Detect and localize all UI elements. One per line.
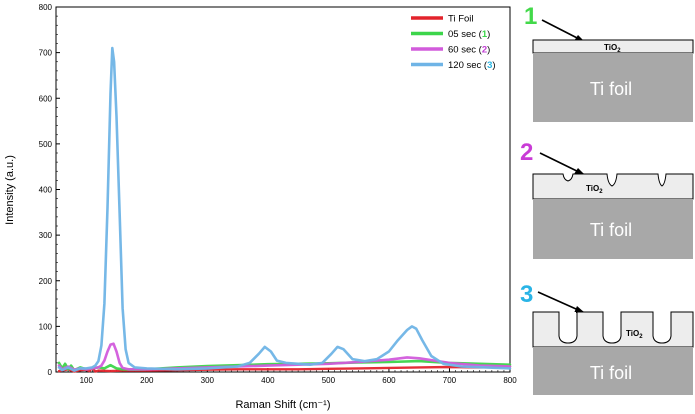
x-tick-label: 400 xyxy=(261,376,275,385)
step-2-tio2-label: TiO2 xyxy=(586,184,603,195)
step-3-ti-foil xyxy=(533,347,693,395)
x-tick-label: 800 xyxy=(503,376,517,385)
x-tick-label: 500 xyxy=(322,376,336,385)
step-3-tio2-layer xyxy=(532,311,694,348)
y-tick-label: 200 xyxy=(39,277,53,286)
x-tick-label: 300 xyxy=(201,376,215,385)
step-3-number: 3 xyxy=(520,281,533,308)
y-tick-label: 300 xyxy=(39,231,53,240)
step-3-tio2-subscript: 2 xyxy=(639,334,643,340)
step-2-tio2-text: TiO xyxy=(586,184,599,193)
legend-paren-open: ( xyxy=(476,45,483,56)
legend-entry-3: 60 sec (2) xyxy=(448,45,490,56)
y-tick-label: 400 xyxy=(39,186,53,195)
x-tick-label: 700 xyxy=(443,376,457,385)
step-2-number: 2 xyxy=(520,139,533,166)
legend-series-name: 60 sec xyxy=(448,45,476,56)
legend-step-marker: 1 xyxy=(482,29,488,40)
legend-series-name: 120 sec xyxy=(448,60,482,71)
step-1-ti-foil xyxy=(533,53,693,122)
step-3-arrow-head xyxy=(574,306,585,313)
legend-entry-2: 05 sec (1) xyxy=(448,29,490,40)
x-tick-label: 600 xyxy=(382,376,396,385)
step-3-tio2-text: TiO xyxy=(626,329,639,338)
x-axis-label: Raman Shift (cm⁻¹) xyxy=(235,399,330,411)
step-1-tio2-label: TiO2 xyxy=(604,43,621,54)
step-1-tio2-subscript: 2 xyxy=(617,48,621,54)
legend-paren-close: ) xyxy=(487,45,490,56)
series-line-4 xyxy=(57,46,512,372)
step-2-tio2-subscript: 2 xyxy=(599,189,603,195)
legend-paren-close: ) xyxy=(492,60,495,71)
y-tick-label: 800 xyxy=(39,3,53,12)
step-2-arrow-head xyxy=(574,168,585,175)
y-axis-label: Intensity (a.u.) xyxy=(4,155,16,225)
y-tick-label: 600 xyxy=(39,94,53,103)
step-3-pore-fill xyxy=(560,312,576,342)
step-1-number: 1 xyxy=(524,3,537,30)
series-layer xyxy=(57,46,512,373)
step-1-diagram: 1 TiO2 Ti foil xyxy=(524,3,694,122)
legend-series-name: Ti Foil xyxy=(448,14,474,25)
y-tick-label: 700 xyxy=(39,49,53,58)
plot-frame xyxy=(55,6,511,373)
legend-entry-1: Ti Foil xyxy=(448,14,474,25)
raman-chart: 100 200 300 400 500 600 700 800 0 100 200 300 400 50… xyxy=(4,3,517,411)
step-2-tio2-layer xyxy=(532,173,694,200)
x-tick-label: 200 xyxy=(140,376,154,385)
y-tick-label: 500 xyxy=(39,140,53,149)
process-schematic: 1 TiO2 Ti foil 2 TiO2 Ti foil 3 TiO2 xyxy=(520,3,694,395)
x-tick-label: 100 xyxy=(80,376,94,385)
step-2-ti-foil-label: Ti foil xyxy=(590,220,632,240)
legend-series-name: 05 sec xyxy=(448,29,476,40)
legend-step-marker: 2 xyxy=(482,45,487,56)
legend-step-marker: 3 xyxy=(487,60,492,71)
step-3-ti-foil-label: Ti foil xyxy=(590,363,632,383)
step-1-tio2-text: TiO xyxy=(604,43,617,52)
y-tick-label: 100 xyxy=(39,322,53,331)
y-tick-label: 0 xyxy=(48,368,53,377)
step-1-ti-foil-label: Ti foil xyxy=(590,79,632,99)
y-axis-ticks: 0 100 200 300 400 500 600 700 800 xyxy=(39,3,60,377)
legend-paren-open: ( xyxy=(481,60,488,71)
step-2-diagram: 2 TiO2 Ti foil xyxy=(520,139,694,259)
legend-paren-close: ) xyxy=(487,29,490,40)
step-3-tio2-label: TiO2 xyxy=(626,329,643,340)
legend-entry-4: 120 sec (3) xyxy=(448,60,496,71)
step-2-ti-foil xyxy=(533,199,693,259)
step-3-diagram: 3 TiO2 Ti foil xyxy=(520,281,694,395)
legend-paren-open: ( xyxy=(476,29,483,40)
